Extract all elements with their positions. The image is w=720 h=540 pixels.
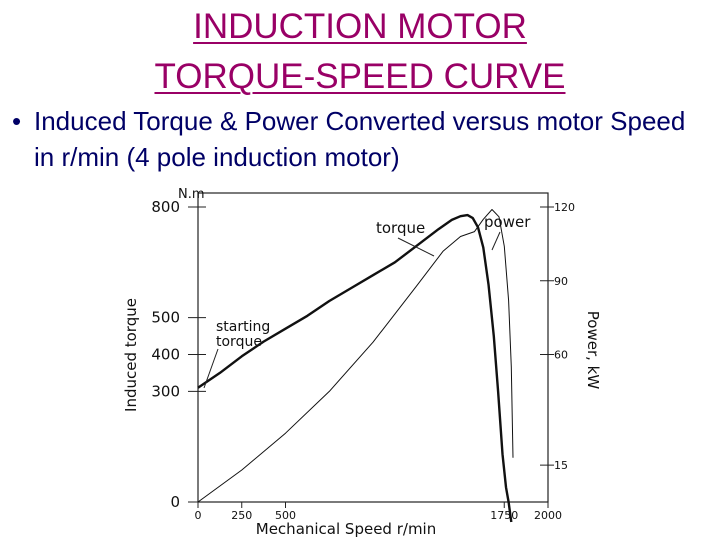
y-right-tick-label: 90 — [554, 275, 568, 288]
plot-frame — [197, 192, 549, 503]
x-tick-label: 0 — [195, 509, 202, 522]
annotation-power-arrow — [491, 231, 501, 251]
y-left-tick-label: 300 — [151, 382, 180, 400]
annotation-torque-arrow — [397, 237, 435, 257]
bullet-dot-icon: • — [12, 106, 22, 136]
x-tick-label: 250 — [231, 509, 252, 522]
y-right-axis-title: Power, kW — [584, 311, 602, 390]
annotation-starting-line-1: starting — [216, 319, 270, 335]
y-right-tick-label: 120 — [554, 201, 575, 214]
slide-title: INDUCTION MOTOR TORQUE-SPEED CURVE — [0, 2, 720, 102]
y-left-tick-label: 0 — [170, 493, 180, 511]
x-tick-label: 500 — [275, 509, 296, 522]
series-line-torque — [197, 213, 513, 523]
title-line-2: TORQUE-SPEED CURVE — [154, 57, 566, 96]
annotation-power: power — [484, 213, 531, 231]
x-tick-label: 1750 — [490, 509, 518, 522]
bullet-text: Induced Torque & Power Converted versus … — [34, 106, 686, 172]
annotation-starting-line-2: torque — [216, 334, 262, 350]
series-line-power — [197, 209, 514, 503]
x-tick-label: 2000 — [534, 509, 562, 522]
y-left-tick-label: 800 — [151, 198, 180, 216]
y-left-tick-label: 500 — [151, 309, 180, 327]
annotation-torque: torque — [376, 219, 425, 237]
y-right-tick-label: 60 — [554, 349, 568, 362]
annotation-starting-arrow — [203, 348, 219, 389]
title-line-1: INDUCTION MOTOR — [193, 7, 527, 46]
y-left-tick-label: 400 — [151, 346, 180, 364]
y-right-tick-label: 15 — [554, 459, 568, 472]
x-axis-title: Mechanical Speed r/min — [256, 520, 436, 538]
y-left-unit-label: N.m — [178, 187, 205, 202]
y-left-axis-title: Induced torque — [122, 298, 140, 412]
